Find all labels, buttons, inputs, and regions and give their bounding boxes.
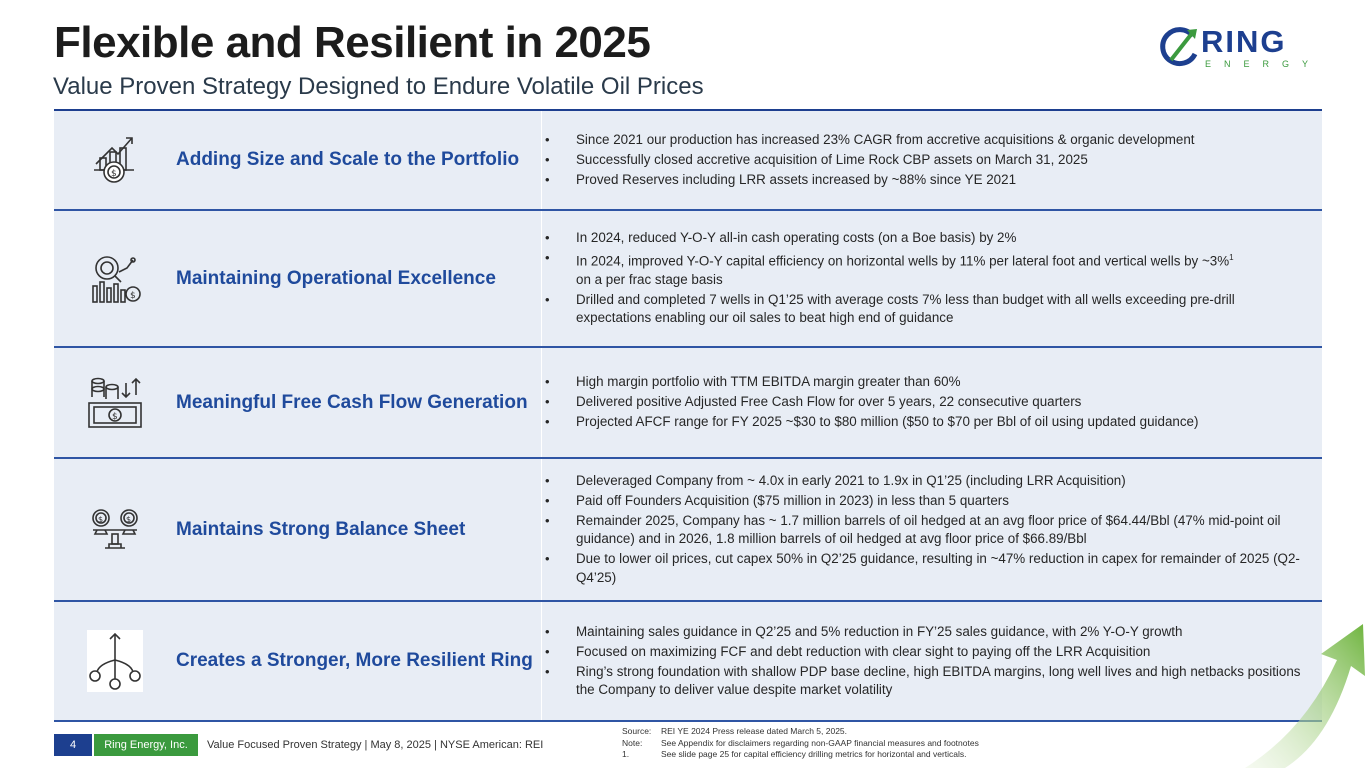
footnotes: Source: REI YE 2024 Press release dated M… [622,726,979,761]
company-badge: Ring Energy, Inc. [94,734,198,756]
row-heading: Maintains Strong Balance Sheet [176,518,466,540]
row-label-cell: $ Meaningful Free Cash Flow Generation [54,348,542,457]
balance-scale-icon: $ $ [54,508,176,552]
strategy-table: $ Adding Size and Scale to the Portfolio… [54,109,1322,722]
row-heading: Adding Size and Scale to the Portfolio [176,149,520,170]
strategy-row: $ Maintaining Operational Excellence In … [54,211,1322,348]
strategy-row: $ $ Maintains Strong Balance Sheet Delev… [54,459,1322,602]
footnote: 1. See slide page 25 for capital efficien… [622,749,979,761]
footnote-label: Source: [622,726,652,736]
svg-text:$: $ [112,412,118,422]
footnote: Note: See Appendix for disclaimers regard… [622,738,979,750]
bullet-item: Deleveraged Company from ~ 4.0x in early… [542,472,1308,491]
svg-text:$: $ [98,515,103,524]
bullet-text-cont: on a per frac stage basis [576,271,723,287]
svg-text:$: $ [126,515,131,524]
strategy-row: Creates a Stronger, More Resilient Ring … [54,602,1322,722]
row-bullets: Since 2021 our production has increased … [542,111,1322,209]
row-label-cell: $ Maintaining Operational Excellence [54,211,542,346]
bullet-item: In 2024, improved Y-O-Y capital efficien… [542,249,1308,289]
row-bullets: Deleveraged Company from ~ 4.0x in early… [542,459,1322,600]
bullet-item: Remainder 2025, Company has ~ 1.7 millio… [542,512,1308,549]
row-label-cell: Creates a Stronger, More Resilient Ring [54,602,542,720]
footnote-text: See slide page 25 for capital efficiency… [661,749,967,759]
bullet-item: Ring’s strong foundation with shallow PD… [542,663,1308,700]
footnote-label: 1. [622,749,630,759]
row-label-cell: $ $ Maintains Strong Balance Sheet [54,459,542,600]
strategy-row: $ Adding Size and Scale to the Portfolio… [54,111,1322,211]
bullet-item: Projected AFCF range for FY 2025 ~$30 to… [542,413,1308,432]
svg-text:$: $ [130,291,136,301]
footnote-text: REI YE 2024 Press release dated March 5,… [661,726,848,736]
bullet-text: In 2024, improved Y-O-Y capital efficien… [576,253,1230,269]
bullet-item: In 2024, reduced Y-O-Y all-in cash opera… [542,229,1308,248]
footnote-text: See Appendix for disclaimers regarding n… [661,737,979,748]
bullet-item: Focused on maximizing FCF and debt reduc… [542,643,1308,662]
ring-logo-icon [1160,27,1198,67]
growth-dollar-icon: $ [54,134,176,186]
row-bullets: Maintaining sales guidance in Q2’25 and … [542,602,1322,720]
footnote-label: Note: [622,737,643,748]
logo-subtext: ENERGY [1205,59,1322,69]
analytics-magnifier-icon: $ [54,252,176,306]
green-arrow-decoration-icon [1245,624,1365,768]
ring-energy-logo: RING ENERGY [1155,24,1315,72]
page-subtitle: Value Proven Strategy Designed to Endure… [53,73,704,100]
logo-wordmark: RING [1201,24,1287,59]
row-bullets: In 2024, reduced Y-O-Y all-in cash opera… [542,211,1322,346]
page-title: Flexible and Resilient in 2025 [54,18,651,67]
bullet-item: Successfully closed accretive acquisitio… [542,151,1308,170]
bullet-item: Maintaining sales guidance in Q2’25 and … [542,623,1308,642]
cash-flow-icon: $ [54,375,176,431]
bullet-item: Drilled and completed 7 wells in Q1’25 w… [542,291,1308,328]
row-heading: Creates a Stronger, More Resilient Ring [176,650,533,671]
bullet-item: High margin portfolio with TTM EBITDA ma… [542,373,1308,392]
merge-network-icon [54,630,176,692]
strategy-row: $ Meaningful Free Cash Flow Generation H… [54,348,1322,459]
row-label-cell: $ Adding Size and Scale to the Portfolio [54,111,542,209]
bullet-item: Since 2021 our production has increased … [542,131,1308,150]
footnote-ref: 1 [1229,253,1234,263]
bullet-item: Delivered positive Adjusted Free Cash Fl… [542,393,1308,412]
page-number: 4 [54,734,92,756]
row-bullets: High margin portfolio with TTM EBITDA ma… [542,348,1322,457]
svg-text:$: $ [111,169,117,179]
bullet-item: Due to lower oil prices, cut capex 50% i… [542,550,1308,587]
bullet-item: Paid off Founders Acquisition ($75 milli… [542,492,1308,511]
row-heading: Meaningful Free Cash Flow Generation [176,391,528,413]
bullet-item: Proved Reserves including LRR assets inc… [542,171,1308,190]
footer-text: Value Focused Proven Strategy | May 8, 2… [207,739,544,751]
row-heading: Maintaining Operational Excellence [176,267,496,289]
footnote: Source: REI YE 2024 Press release dated M… [622,726,979,738]
